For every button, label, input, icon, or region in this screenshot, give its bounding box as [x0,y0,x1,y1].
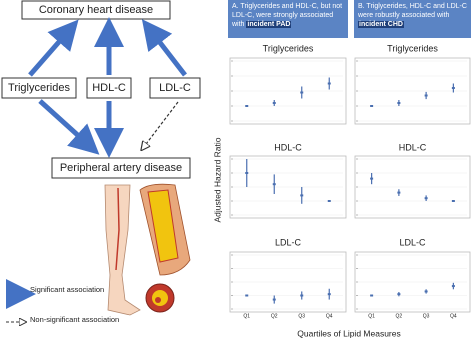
node-box [149,77,201,99]
point [451,285,455,288]
point [370,177,374,180]
x-tick-label: Q3 [423,313,430,319]
point [245,172,249,174]
y-axis-title: Adjusted Hazard Ratio [212,137,222,222]
panel-text: A. Triglycerides and HDL-C, but not LDL-… [232,3,343,28]
point [245,294,249,297]
x-tick-label: Q2 [396,313,403,319]
point [370,294,374,297]
node-label: Triglycerides [8,82,70,94]
x-axis-title: Quartiles of Lipid Measures [297,328,400,338]
chart-title: LDL-C [275,237,302,247]
arrows [28,17,187,158]
point [272,298,276,301]
chart-title: Triglycerides [387,43,438,53]
point [300,194,304,197]
point [397,293,401,296]
point [397,191,401,194]
node-box [51,157,191,179]
x-tick-label: Q3 [298,313,305,319]
x-tick-label: Q4 [450,313,457,319]
x-tick-label: Q1 [243,313,250,319]
point [424,290,428,293]
arrow [141,19,187,77]
point [272,102,276,104]
x-tick-label: Q2 [271,313,278,319]
legend-label: Non-significant association [30,315,119,324]
chart-title: Triglycerides [263,43,314,53]
node-label: HDL-C [92,82,126,94]
node-box [86,77,132,99]
panel-text: B. Triglycerides, HDL-C and LDL-C were r… [358,3,467,19]
chart-title: HDL-C [399,142,427,152]
node-label: LDL-C [159,82,191,94]
point [300,294,304,297]
point [397,102,401,104]
node-box [1,77,77,99]
point [300,91,304,94]
point [451,87,455,89]
point [424,94,428,97]
leg-illustration [104,183,191,316]
dashed-arrow [143,101,179,148]
x-tick-label: Q4 [326,313,333,319]
point [370,105,374,107]
chart-title: HDL-C [274,142,302,152]
point [272,183,276,186]
point [327,293,331,296]
node-label: Peripheral artery disease [60,162,182,174]
chart-title: LDL-C [399,237,426,247]
point [451,200,455,202]
point [245,105,249,107]
panel-bold: incident CHD [358,21,404,28]
panel-bold: incident PAD [246,21,292,28]
point [327,200,331,202]
point [424,197,428,200]
panel-header: B. Triglycerides, HDL-C and LDL-C were r… [354,0,471,38]
panel-header: A. Triglycerides and HDL-C, but not LDL-… [228,0,348,38]
node-label: Coronary heart disease [39,4,153,16]
arrow [28,19,79,77]
point [327,82,331,85]
legend-label: Significant association [30,285,104,294]
x-tick-label: Q1 [368,313,375,319]
arrow [38,99,100,155]
